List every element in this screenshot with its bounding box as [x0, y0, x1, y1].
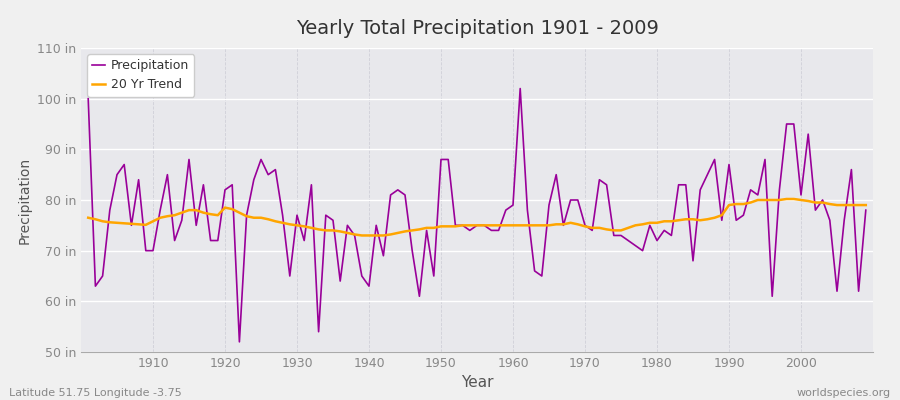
Text: Latitude 51.75 Longitude -3.75: Latitude 51.75 Longitude -3.75: [9, 388, 182, 398]
20 Yr Trend: [140, 222, 151, 227]
Precipitation: [860, 208, 871, 212]
20 Yr Trend: [601, 227, 612, 232]
Line: Precipitation: Precipitation: [88, 88, 866, 342]
20 Yr Trend: [83, 215, 94, 220]
Precipitation: [608, 233, 619, 238]
20 Yr Trend: [342, 230, 353, 235]
Precipitation: [522, 208, 533, 212]
Precipitation: [140, 248, 151, 253]
Text: worldspecies.org: worldspecies.org: [796, 388, 891, 398]
Precipitation: [349, 233, 360, 238]
Y-axis label: Precipitation: Precipitation: [17, 156, 32, 244]
Precipitation: [83, 96, 94, 101]
20 Yr Trend: [356, 233, 367, 238]
Precipitation: [234, 340, 245, 344]
20 Yr Trend: [781, 196, 792, 201]
Precipitation: [306, 182, 317, 187]
20 Yr Trend: [299, 224, 310, 229]
20 Yr Trend: [860, 203, 871, 208]
Title: Yearly Total Precipitation 1901 - 2009: Yearly Total Precipitation 1901 - 2009: [295, 19, 659, 38]
Legend: Precipitation, 20 Yr Trend: Precipitation, 20 Yr Trend: [87, 54, 194, 96]
X-axis label: Year: Year: [461, 376, 493, 390]
20 Yr Trend: [515, 223, 526, 228]
Precipitation: [515, 86, 526, 91]
20 Yr Trend: [508, 223, 518, 228]
Line: 20 Yr Trend: 20 Yr Trend: [88, 199, 866, 236]
Precipitation: [508, 203, 518, 208]
